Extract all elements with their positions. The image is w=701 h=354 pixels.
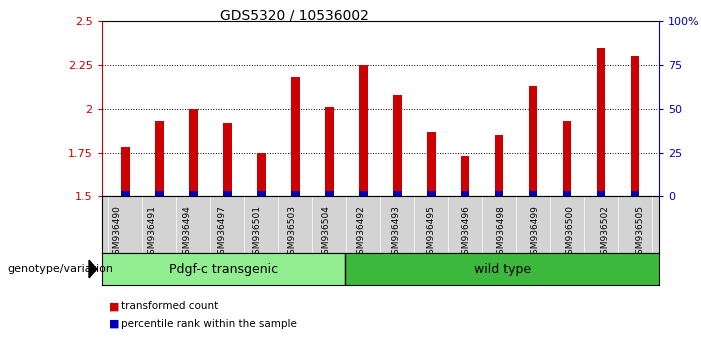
Bar <box>529 86 538 196</box>
Text: Pdgf-c transgenic: Pdgf-c transgenic <box>169 263 278 275</box>
Bar <box>325 191 334 196</box>
Bar <box>359 65 367 196</box>
Bar <box>529 191 538 196</box>
Bar <box>461 191 470 196</box>
Text: ■: ■ <box>109 301 119 311</box>
Bar <box>346 253 659 285</box>
Text: GSM936495: GSM936495 <box>426 205 435 260</box>
Bar <box>121 147 130 196</box>
Bar <box>223 191 231 196</box>
Bar <box>597 47 606 196</box>
Text: GDS5320 / 10536002: GDS5320 / 10536002 <box>220 9 369 23</box>
Text: GSM936492: GSM936492 <box>357 205 366 260</box>
Bar <box>495 191 503 196</box>
Bar <box>291 191 299 196</box>
Bar <box>189 109 198 196</box>
Text: wild type: wild type <box>474 263 531 275</box>
Text: GSM936500: GSM936500 <box>566 205 575 260</box>
Bar <box>189 191 198 196</box>
Text: transformed count: transformed count <box>121 301 219 311</box>
Text: GSM936496: GSM936496 <box>461 205 470 260</box>
Bar <box>393 95 402 196</box>
Bar <box>102 253 346 285</box>
Bar <box>563 191 571 196</box>
Bar <box>427 132 435 196</box>
Bar <box>223 123 231 196</box>
Bar <box>291 77 299 196</box>
Bar <box>563 121 571 196</box>
Text: GSM936504: GSM936504 <box>322 205 331 260</box>
Bar <box>631 191 639 196</box>
Text: GSM936491: GSM936491 <box>148 205 157 260</box>
Text: GSM936497: GSM936497 <box>217 205 226 260</box>
Text: GSM936503: GSM936503 <box>287 205 296 260</box>
Text: GSM936499: GSM936499 <box>531 205 540 260</box>
Text: GSM936490: GSM936490 <box>113 205 122 260</box>
Text: GSM936502: GSM936502 <box>601 205 609 260</box>
Bar <box>257 153 266 196</box>
Text: ■: ■ <box>109 319 119 329</box>
Text: GSM936501: GSM936501 <box>252 205 261 260</box>
Bar <box>155 191 163 196</box>
Bar <box>597 191 606 196</box>
Bar <box>325 107 334 196</box>
Bar <box>393 191 402 196</box>
Bar <box>631 56 639 196</box>
Bar <box>461 156 470 196</box>
Text: GSM936494: GSM936494 <box>182 205 191 260</box>
Polygon shape <box>89 260 97 278</box>
Text: GSM936498: GSM936498 <box>496 205 505 260</box>
Text: genotype/variation: genotype/variation <box>7 264 113 274</box>
Bar <box>359 191 367 196</box>
Text: percentile rank within the sample: percentile rank within the sample <box>121 319 297 329</box>
Bar <box>427 191 435 196</box>
Bar <box>257 191 266 196</box>
Bar <box>121 191 130 196</box>
Text: GSM936505: GSM936505 <box>635 205 644 260</box>
Bar <box>495 135 503 196</box>
Bar <box>155 121 163 196</box>
Text: GSM936493: GSM936493 <box>392 205 400 260</box>
